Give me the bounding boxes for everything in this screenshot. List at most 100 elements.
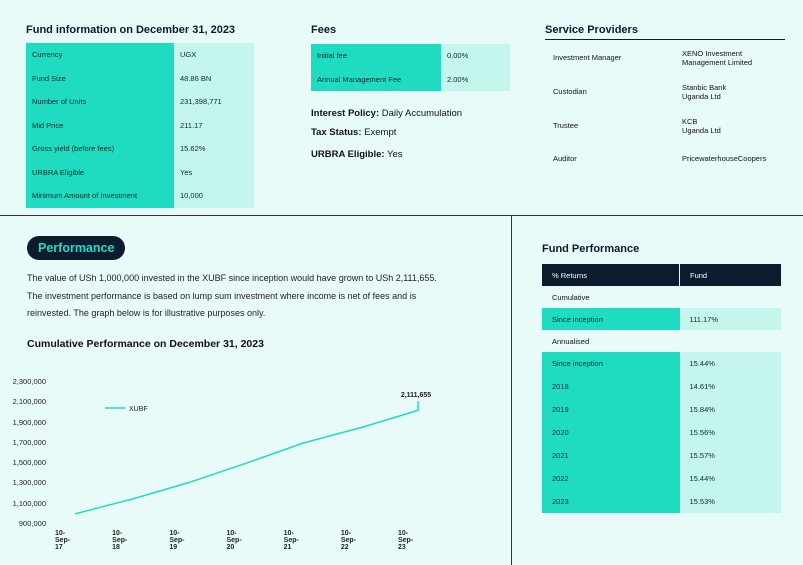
y-tick-label: 1,900,000 [12, 417, 46, 427]
table-row: Annualised [542, 330, 781, 352]
row-value: 10,000 [174, 184, 254, 208]
table-row: Number of Units 231,398,771 [26, 90, 254, 114]
y-tick-label: 1,500,000 [12, 458, 46, 468]
row-label: Initial fee [311, 44, 441, 68]
row-label: Currency [26, 43, 174, 67]
interest-policy: Interest Policy: Daily Accumulation [311, 108, 462, 119]
header-cell: % Returns [542, 264, 680, 286]
row-value: 211.17 [174, 113, 254, 137]
row-value: 14.61% [679, 375, 781, 398]
row-label: 2022 [542, 467, 680, 490]
table-row: Since inception 111.17% [542, 308, 781, 330]
row-value: 2.00% [441, 67, 510, 91]
fund-info-table: Currency UGX Fund Size 48.86 BN Number of … [26, 43, 254, 208]
table-row: Cumulative [542, 286, 781, 308]
y-tick-label: 1,300,000 [12, 478, 46, 488]
table-row: 2022 15.44% [542, 467, 781, 490]
series-line-xubf [74, 401, 419, 515]
row-value: 15.44% [679, 352, 781, 375]
row-value: 15.62% [174, 137, 254, 161]
table-row: 2019 15.84% [542, 398, 781, 421]
y-tick-label: 2,300,000 [12, 377, 46, 386]
legend-label: XUBF [129, 406, 148, 413]
row-label: Since inception [542, 308, 680, 330]
x-tick-label: 10-Sep-19 [169, 530, 185, 551]
interest-policy-value: Daily Accumulation [381, 108, 463, 119]
table-row: Gross yield (before fees) 15.62% [26, 137, 254, 161]
row-value: 15.44% [679, 467, 781, 490]
tax-status-label: Tax Status: [311, 127, 362, 138]
row-value: 231,398,771 [174, 90, 254, 114]
row-value: 15.57% [679, 444, 781, 467]
group-label: Cumulative [552, 292, 590, 302]
table-row: 2023 15.53% [542, 490, 781, 513]
table-row: Mid Price 211.17 [26, 113, 254, 137]
row-label: 2019 [542, 398, 680, 421]
table-row: Currency UGX [26, 43, 254, 67]
fund-info-title: Fund information on December 31, 2023 [26, 24, 236, 36]
urbra-eligible: URBRA Eligible: Yes [311, 149, 403, 160]
row-label: Minimum Amount of Investment [26, 184, 174, 208]
row-value: Yes [174, 160, 254, 184]
para-line: The investment performance is based on l… [27, 290, 417, 301]
fees-table: Initial fee 0.00% Annual Management Fee 2.… [311, 44, 510, 91]
x-tick-label: 10-Sep-17 [55, 530, 71, 551]
column-divider [511, 215, 512, 565]
table-row: 2020 15.56% [542, 421, 781, 444]
sp-value-trustee: KCB Uganda Ltd [682, 117, 721, 135]
row-label: 2020 [542, 421, 680, 444]
performance-description: The value of USh 1,000,000 invested in t… [27, 270, 507, 323]
fund-performance-table: % Returns Fund Cumulative Since inception… [542, 264, 781, 513]
urbra-value: Yes [387, 149, 403, 160]
table-header: % Returns Fund [542, 264, 781, 286]
sp-label-trustee: Trustee [553, 121, 579, 130]
section-divider [0, 215, 803, 216]
row-label: Fund Size [26, 66, 174, 90]
y-tick-label: 2,100,000 [12, 397, 46, 407]
fees-title: Fees [311, 24, 337, 36]
row-label: 2018 [542, 375, 680, 398]
table-row: URBRA Eligible Yes [26, 160, 254, 184]
tax-status: Tax Status: Exempt [311, 127, 396, 138]
y-tick-label: 900,000 [18, 519, 46, 528]
row-label: Mid Price [26, 113, 174, 137]
x-tick-label: 10-Sep-18 [112, 530, 128, 551]
row-label: Annual Management Fee [311, 67, 441, 91]
table-row: Initial fee 0.00% [311, 44, 510, 68]
row-label: Since inception [542, 352, 680, 375]
row-label: 2023 [542, 490, 680, 513]
row-label: 2021 [542, 444, 680, 467]
row-value: 0.00% [441, 44, 510, 68]
row-value: 111.17% [679, 308, 781, 330]
x-tick-label: 10-Sep-20 [226, 530, 242, 551]
y-tick-label: 1,100,000 [12, 498, 46, 508]
row-label: Gross yield (before fees) [26, 137, 174, 161]
sp-value-line: Uganda Ltd [682, 126, 721, 135]
para-line: reinvested. The graph below is for illus… [27, 308, 266, 318]
table-row: 2021 15.57% [542, 444, 781, 467]
interest-policy-label: Interest Policy: [311, 108, 380, 119]
end-value-label: 2,111,655 [401, 392, 431, 399]
sp-label-auditor: Auditor [553, 154, 577, 163]
row-value: 15.84% [679, 398, 781, 421]
sp-value-line: KCB [682, 117, 698, 126]
sp-value-custodian: Stanbic Bank Uganda Ltd [682, 83, 726, 101]
sp-value-line: Stanbic Bank [682, 83, 727, 92]
fund-performance-title: Fund Performance [542, 243, 640, 255]
table-row: Annual Management Fee 2.00% [311, 67, 510, 91]
sp-value-line: Management Limited [682, 58, 753, 67]
table-row: Minimum Amount of Investment 10,000 [26, 184, 254, 208]
row-value: 15.56% [679, 421, 781, 444]
sp-value-line: XENO Investment [682, 49, 743, 58]
group-label: Annualised [552, 336, 590, 346]
sp-label-custodian: Custodian [553, 87, 587, 96]
para-line: The value of USh 1,000,000 invested in t… [27, 273, 437, 283]
urbra-label: URBRA Eligible: [311, 149, 385, 160]
sp-value-line: Uganda Ltd [682, 92, 721, 101]
chart-title: Cumulative Performance on December 31, 2… [27, 338, 264, 350]
row-label: Number of Units [26, 90, 174, 114]
header-cell: Fund [679, 264, 781, 286]
table-row: Since inception 15.44% [542, 352, 781, 375]
row-value: UGX [174, 43, 254, 67]
